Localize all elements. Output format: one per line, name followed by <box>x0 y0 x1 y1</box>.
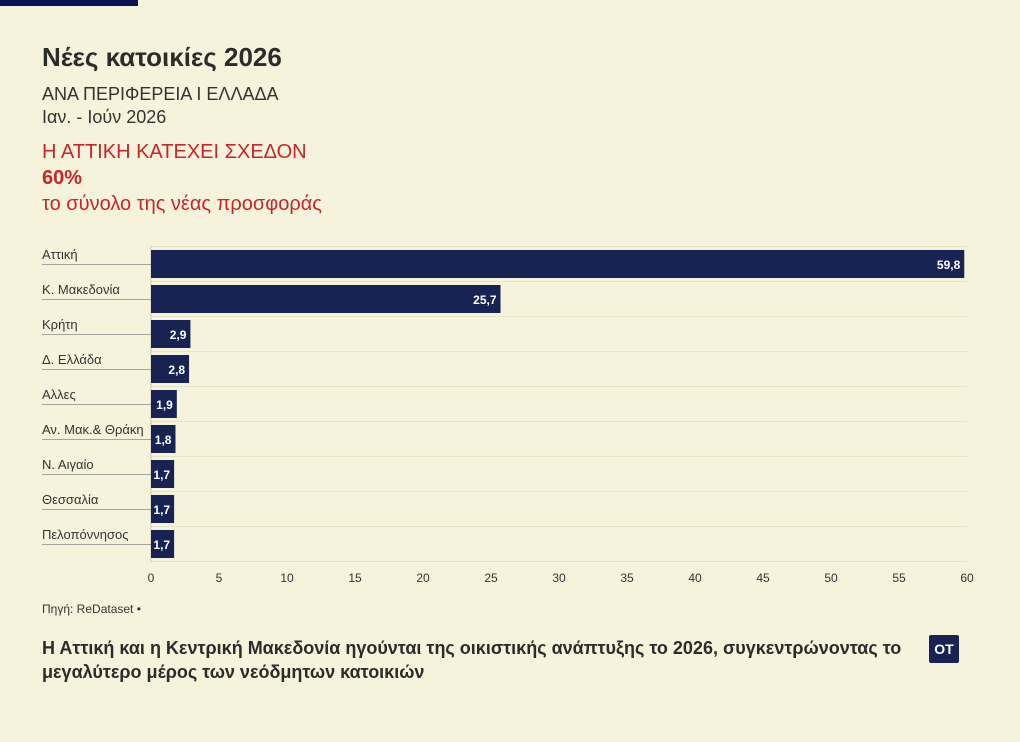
x-tick-label: 40 <box>688 571 702 585</box>
bar <box>151 250 965 278</box>
value-label: 1,7 <box>153 503 170 517</box>
value-label: 2,9 <box>170 328 187 342</box>
bar <box>151 460 175 488</box>
category-label: Αλλες <box>42 387 76 402</box>
x-tick-label: 30 <box>552 571 566 585</box>
value-label: 1,7 <box>153 468 170 482</box>
highlight-line-2: το σύνολο της νέας προσφοράς <box>42 193 322 215</box>
bar <box>151 355 190 383</box>
x-tick-label: 35 <box>620 571 634 585</box>
bar <box>151 530 175 558</box>
x-tick-label: 50 <box>824 571 838 585</box>
value-label: 1,9 <box>156 398 173 412</box>
x-tick-label: 20 <box>416 571 430 585</box>
bar <box>151 390 177 418</box>
category-label: Κρήτη <box>42 317 78 332</box>
bar <box>151 285 501 313</box>
value-label: 2,8 <box>168 363 185 377</box>
publisher-logo: ΟΤ <box>929 635 959 663</box>
value-label: 25,7 <box>473 293 497 307</box>
x-tick-label: 60 <box>960 571 974 585</box>
x-tick-label: 25 <box>484 571 498 585</box>
highlight-callout: Η ΑΤΤΙΚΗ ΚΑΤΕΧΕΙ ΣΧΕΔΟΝ 60% το σύνολο τη… <box>42 139 322 217</box>
value-label: 1,7 <box>153 538 170 552</box>
highlight-value: 60% <box>42 167 83 189</box>
category-label: Ν. Αιγαίο <box>42 457 94 472</box>
bar <box>151 320 191 348</box>
x-tick-label: 5 <box>216 571 223 585</box>
highlight-line-1: Η ΑΤΤΙΚΗ ΚΑΤΕΧΕΙ ΣΧΕΔΟΝ <box>42 141 307 163</box>
x-tick-label: 55 <box>892 571 906 585</box>
x-tick-label: 0 <box>148 571 155 585</box>
category-label: Αττική <box>42 247 78 262</box>
bar <box>151 425 176 453</box>
x-tick-label: 10 <box>280 571 294 585</box>
category-label: Πελοπόννησος <box>42 527 128 542</box>
category-label: Θεσσαλία <box>42 492 99 507</box>
bar <box>151 495 175 523</box>
chart-period: Ιαν. - Ιούν 2026 <box>42 107 167 127</box>
value-label: 59,8 <box>937 258 961 272</box>
category-label: Αν. Μακ.& Θράκη <box>42 422 144 437</box>
source-note: Πηγή: ReDataset • <box>42 602 141 616</box>
x-tick-label: 45 <box>756 571 770 585</box>
x-tick-label: 15 <box>348 571 362 585</box>
value-label: 1,8 <box>155 433 172 447</box>
category-label: Δ. Ελλάδα <box>42 352 102 367</box>
chart-subtitle: ΑΝΑ ΠΕΡΙΦΕΡΕΙΑ Ι ΕΛΛΑΔΑ <box>42 84 279 104</box>
chart-caption: Η Αττική και η Κεντρική Μακεδονία ηγούντ… <box>42 638 902 682</box>
category-label: Κ. Μακεδονία <box>42 282 120 297</box>
top-accent-stripe <box>0 0 138 6</box>
chart-title: Νέες κατοικίες 2026 <box>42 42 282 72</box>
bar-chart: Αττική 59,8 Κ. Μακεδονία 25,7 Κρήτη 2,9 Δ. Ελλ… <box>42 246 974 585</box>
